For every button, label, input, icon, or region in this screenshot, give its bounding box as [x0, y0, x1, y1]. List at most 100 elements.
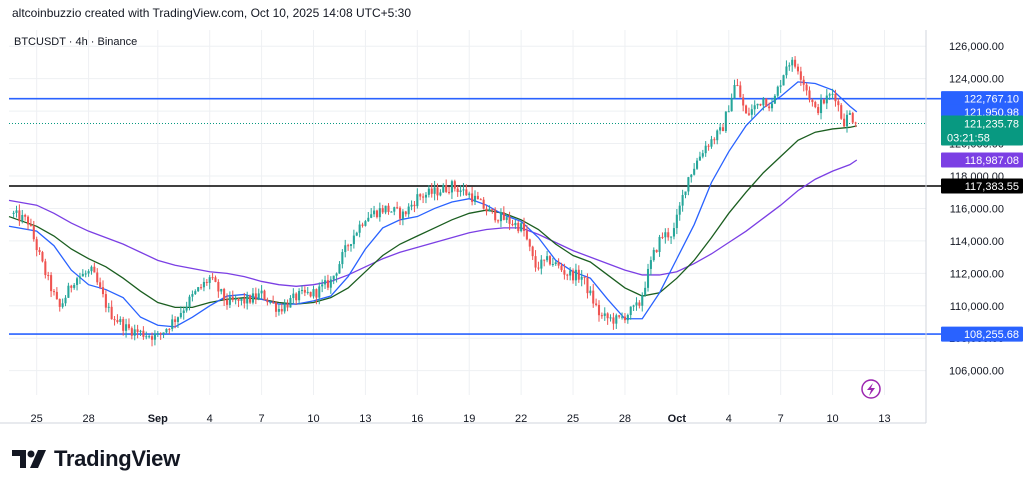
candle-body — [701, 153, 704, 157]
candle-body — [315, 289, 318, 298]
candle-body — [223, 289, 226, 300]
candle-body — [448, 191, 451, 193]
x-tick-label: Sep — [148, 413, 168, 425]
candle-body — [831, 93, 834, 95]
candle-body — [517, 222, 520, 232]
candle-body — [272, 301, 275, 303]
level-price-tag-label: 108,255.68 — [964, 329, 1019, 341]
candle-body — [309, 291, 312, 297]
candle-body — [171, 319, 174, 329]
flash-icon[interactable] — [861, 379, 881, 399]
candle-body — [531, 246, 534, 257]
candle-body — [407, 206, 410, 215]
candle-body — [456, 188, 459, 193]
candle-body — [185, 306, 188, 311]
candle-body — [55, 291, 58, 300]
candle-body — [721, 127, 725, 132]
candle-body — [220, 289, 223, 292]
candle-body — [473, 195, 477, 202]
candle-body — [595, 303, 598, 305]
candle-body — [566, 274, 569, 276]
candle-body — [670, 236, 673, 238]
ma-price-tag-label: 118,987.08 — [965, 155, 1019, 167]
ma-slow-line — [8, 159, 858, 287]
candle-body — [525, 230, 528, 240]
candle-body — [358, 224, 361, 233]
candle-body — [586, 277, 589, 294]
candle-body — [494, 209, 497, 221]
candle-body — [459, 190, 462, 193]
candle-body — [497, 220, 500, 222]
candle-body — [393, 207, 396, 212]
candle-body — [471, 193, 474, 202]
candle-body — [381, 208, 384, 213]
candle-body — [332, 275, 335, 280]
candle-body — [747, 113, 750, 115]
candle-body — [419, 194, 422, 197]
candle-body — [802, 79, 805, 85]
candle-body — [254, 293, 257, 299]
candle-body — [234, 298, 237, 301]
x-tick-label: 28 — [82, 413, 94, 425]
candle-body — [644, 287, 647, 296]
candle-body — [505, 217, 508, 220]
candle-body — [165, 328, 168, 333]
candle-body — [724, 111, 727, 132]
candle-body — [736, 85, 739, 87]
candle-body — [739, 85, 742, 98]
candle-body — [217, 281, 220, 292]
candle-body — [318, 286, 321, 298]
candle-body — [733, 85, 736, 99]
symbol-label[interactable]: BTCUSDT · 4h · Binance — [14, 36, 137, 48]
candle-body — [130, 328, 133, 336]
candle-body — [589, 290, 592, 294]
candle-body — [260, 290, 263, 294]
candle-body — [618, 315, 621, 317]
candle-body — [370, 214, 373, 218]
candle-body — [87, 271, 90, 274]
candle-body — [361, 224, 364, 226]
candle-body — [439, 192, 442, 196]
candle-body — [76, 278, 79, 285]
candle-body — [410, 204, 413, 207]
horizontal-levels[interactable] — [9, 97, 1022, 335]
x-tick-label: 16 — [411, 413, 423, 425]
candle-body — [277, 309, 280, 312]
candle-body — [445, 185, 448, 192]
candles — [12, 56, 857, 347]
candle-body — [479, 199, 482, 201]
candle-body — [113, 319, 116, 321]
x-tick-label: 7 — [778, 413, 784, 425]
candle-body — [675, 214, 678, 229]
candle-body — [621, 316, 624, 318]
level-price-tag — [941, 178, 1023, 194]
candle-body — [537, 267, 540, 269]
tradingview-logo[interactable]: TradingView — [12, 446, 180, 472]
candle-body — [29, 224, 32, 226]
x-tick-label: 10 — [307, 413, 319, 425]
candle-body — [24, 214, 27, 217]
x-tick-label: 25 — [31, 413, 43, 425]
candle-body — [257, 293, 260, 299]
candle-body — [352, 235, 355, 245]
candle-body — [283, 303, 286, 312]
candle-body — [139, 330, 142, 333]
candle-body — [511, 223, 514, 226]
candle-body — [557, 262, 560, 266]
candle-body — [600, 315, 603, 317]
candle-body — [520, 223, 523, 232]
candle-body — [280, 309, 283, 312]
candle-body — [373, 210, 376, 215]
y-tick-label: 110,000.00 — [950, 301, 1004, 313]
candle-body — [843, 118, 846, 127]
candle-body — [200, 287, 203, 289]
candle-body — [845, 114, 849, 127]
candle-body — [834, 93, 837, 102]
candle-body — [398, 207, 402, 219]
candle-body — [635, 302, 638, 306]
candle-body — [194, 291, 197, 295]
moving-averages — [8, 81, 858, 328]
candle-body — [799, 71, 802, 80]
